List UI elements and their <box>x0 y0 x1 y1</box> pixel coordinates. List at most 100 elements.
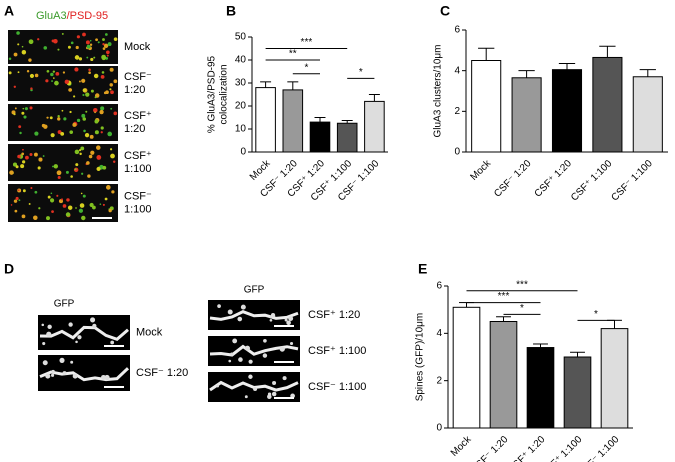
puncta <box>101 54 107 60</box>
puncta <box>75 163 79 167</box>
spine <box>232 338 238 344</box>
puncta <box>81 78 86 83</box>
puncta <box>51 80 53 82</box>
puncta <box>70 175 73 178</box>
micrograph <box>8 144 118 181</box>
spine <box>240 304 246 310</box>
puncta <box>94 130 99 135</box>
puncta <box>16 31 20 35</box>
spine <box>77 335 82 340</box>
spine <box>59 357 65 363</box>
panel-label: E <box>418 261 427 277</box>
puncta <box>13 199 18 203</box>
spine <box>282 376 287 381</box>
puncta <box>12 162 18 167</box>
puncta <box>94 119 99 124</box>
puncta <box>50 133 55 138</box>
spine <box>41 323 45 327</box>
puncta <box>110 148 113 151</box>
spine <box>253 387 258 392</box>
dendrite <box>209 310 299 321</box>
puncta <box>82 32 86 37</box>
puncta <box>93 56 96 59</box>
puncta <box>33 152 38 157</box>
puncta <box>17 154 21 159</box>
puncta <box>53 164 59 169</box>
puncta <box>80 192 83 195</box>
bar <box>282 89 304 153</box>
puncta <box>110 153 115 159</box>
image-title: GFP <box>244 285 265 296</box>
spine <box>51 373 55 377</box>
puncta <box>88 71 91 75</box>
bar <box>336 122 358 153</box>
row-label: CSF⁻ 1:100 <box>308 381 366 393</box>
y-axis-label: % GluA3/PSD-95 <box>207 55 218 133</box>
puncta <box>60 131 65 136</box>
puncta <box>15 165 19 169</box>
y-tick-label: 50 <box>235 32 247 43</box>
puncta <box>106 50 110 55</box>
puncta <box>81 113 86 118</box>
spine <box>244 345 251 351</box>
puncta <box>15 196 19 201</box>
spine <box>42 360 48 366</box>
puncta <box>34 73 39 78</box>
puncta <box>69 130 74 134</box>
puncta <box>67 205 73 210</box>
puncta <box>23 115 27 119</box>
y-tick-label: 20 <box>235 101 247 112</box>
puncta <box>69 110 72 114</box>
row-label: 1:100 <box>124 203 152 215</box>
puncta <box>65 212 71 217</box>
puncta <box>37 38 40 41</box>
puncta <box>17 189 20 192</box>
puncta <box>62 204 67 208</box>
puncta <box>100 74 105 79</box>
puncta <box>82 88 87 93</box>
x-tick-label: CSF⁺ 1:100 <box>539 434 585 462</box>
puncta <box>21 152 25 156</box>
spine <box>47 324 52 330</box>
x-tick-label: CSF⁺ 1:100 <box>569 158 615 204</box>
x-tick-label: CSF⁺ 1:20 <box>506 434 548 462</box>
spine <box>72 373 78 379</box>
puncta <box>67 45 71 49</box>
puncta <box>109 88 112 91</box>
spine <box>248 374 253 379</box>
puncta <box>74 149 80 155</box>
dendrite <box>39 325 129 341</box>
row-label: CSF⁺ <box>124 150 152 162</box>
spine <box>267 394 272 400</box>
puncta <box>104 33 108 36</box>
spine <box>92 323 97 329</box>
puncta <box>75 207 77 209</box>
puncta <box>43 124 48 129</box>
spine <box>272 380 277 385</box>
puncta <box>90 89 94 93</box>
puncta <box>30 186 33 190</box>
puncta <box>94 96 97 99</box>
bar <box>632 76 663 153</box>
puncta <box>87 174 91 178</box>
puncta <box>56 170 62 176</box>
puncta <box>76 35 80 39</box>
puncta <box>86 56 89 59</box>
puncta <box>74 55 80 60</box>
puncta <box>85 40 90 45</box>
puncta <box>60 198 64 201</box>
puncta <box>113 111 118 116</box>
puncta <box>57 48 60 51</box>
y-axis-label: GluA3 clusters/10μm <box>433 44 444 137</box>
row-label: 1:20 <box>124 84 145 96</box>
puncta <box>73 95 76 98</box>
puncta <box>13 113 16 116</box>
puncta <box>8 57 12 61</box>
puncta <box>9 170 14 175</box>
puncta <box>78 80 81 83</box>
puncta <box>29 152 33 157</box>
micrograph <box>8 66 118 101</box>
puncta <box>94 111 96 114</box>
panel-label: B <box>226 3 236 19</box>
